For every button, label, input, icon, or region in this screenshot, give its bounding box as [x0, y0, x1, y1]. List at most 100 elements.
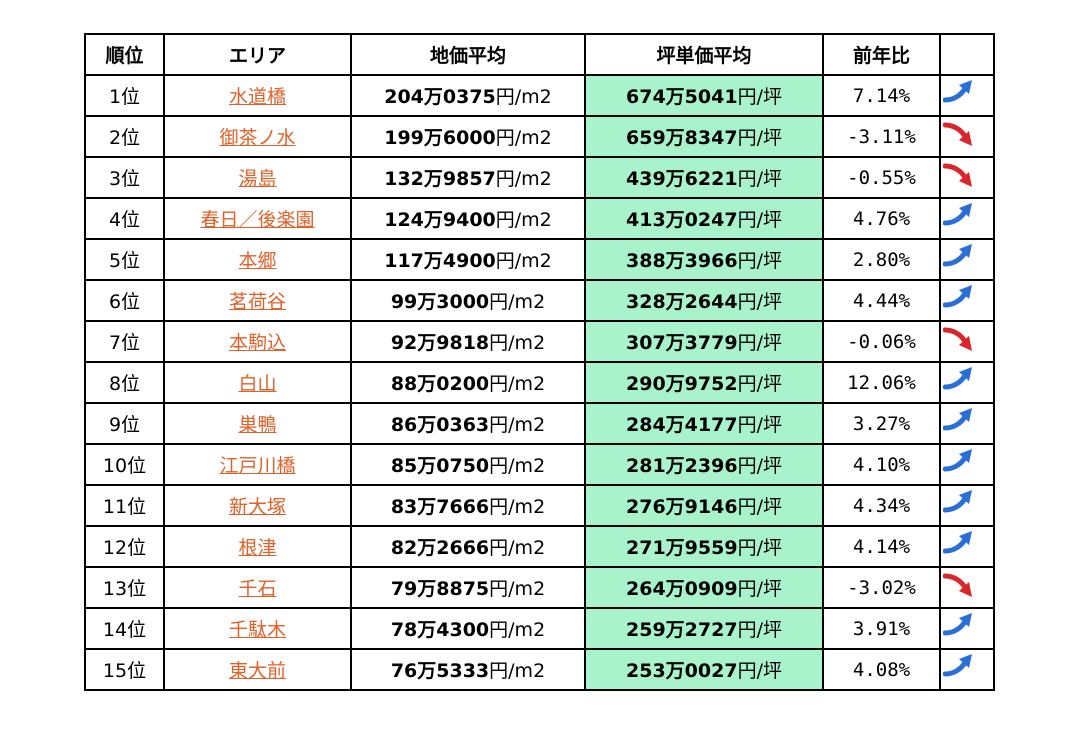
trend-cell: [939, 197, 995, 240]
area-link[interactable]: 千石: [238, 578, 277, 600]
yoy-cell: -3.11%: [822, 115, 941, 158]
land-price-cell: 204万0375円/m2: [350, 74, 586, 117]
tsubo-price-cell: 659万8347円/坪: [584, 115, 824, 158]
yoy-cell: 7.14%: [822, 74, 941, 117]
land-price-value: 83万7666: [390, 496, 490, 518]
trend-cell: [939, 566, 995, 609]
land-price-ranking-table: 順位 エリア 地価平均 坪単価平均 前年比 1位 水道橋 204万0375円/m2 6…: [84, 33, 995, 691]
land-price-unit: 円/m2: [495, 209, 552, 231]
rank-cell: 9位: [84, 402, 165, 445]
header-tsubo-price: 坪単価平均: [584, 33, 824, 76]
tsubo-price-value: 264万0909: [626, 578, 738, 600]
tsubo-price-value: 439万6221: [626, 168, 738, 190]
up-arrow-icon: [943, 408, 972, 431]
rank-cell: 6位: [84, 279, 165, 322]
area-link[interactable]: 本郷: [238, 250, 277, 272]
table-row: 5位 本郷 117万4900円/m2 388万3966円/坪 2.80%: [84, 238, 995, 281]
table-row: 2位 御茶ノ水 199万6000円/m2 659万8347円/坪 -3.11%: [84, 115, 995, 158]
table-row: 13位 千石 79万8875円/m2 264万0909円/坪 -3.02%: [84, 566, 995, 609]
land-price-cell: 76万5333円/m2: [350, 648, 586, 691]
trend-cell: [939, 484, 995, 527]
tsubo-price-value: 328万2644: [626, 291, 738, 313]
tsubo-price-cell: 253万0027円/坪: [584, 648, 824, 691]
area-link[interactable]: 新大塚: [228, 496, 286, 518]
rank-cell: 1位: [84, 74, 165, 117]
tsubo-price-cell: 388万3966円/坪: [584, 238, 824, 281]
land-price-unit: 円/m2: [495, 168, 552, 190]
area-link[interactable]: 根津: [238, 537, 277, 559]
tsubo-price-cell: 413万0247円/坪: [584, 197, 824, 240]
yoy-cell: -0.06%: [822, 320, 941, 363]
tsubo-price-unit: 円/坪: [737, 168, 782, 190]
area-link[interactable]: 巣鴨: [238, 414, 277, 436]
tsubo-price-unit: 円/坪: [737, 619, 782, 641]
land-price-value: 132万9857: [384, 168, 496, 190]
yoy-cell: -3.02%: [822, 566, 941, 609]
up-arrow-icon: [943, 531, 972, 554]
tsubo-price-unit: 円/坪: [737, 250, 782, 272]
tsubo-price-value: 659万8347: [626, 127, 738, 149]
area-link[interactable]: 本駒込: [228, 332, 286, 354]
trend-cell: [939, 115, 995, 158]
area-link[interactable]: 白山: [238, 373, 277, 395]
area-link[interactable]: 江戸川橋: [219, 455, 296, 477]
up-arrow-icon: [943, 367, 972, 390]
yoy-cell: 4.34%: [822, 484, 941, 527]
trend-cell: [939, 443, 995, 486]
land-price-value: 92万9818: [390, 332, 490, 354]
yoy-cell: 4.10%: [822, 443, 941, 486]
down-arrow-icon: [943, 163, 972, 187]
land-price-value: 82万2666: [390, 537, 490, 559]
area-link[interactable]: 茗荷谷: [228, 291, 286, 313]
rank-cell: 8位: [84, 361, 165, 404]
tsubo-price-value: 413万0247: [626, 209, 738, 231]
tsubo-price-unit: 円/坪: [737, 127, 782, 149]
trend-cell: [939, 648, 995, 691]
down-arrow-icon: [943, 122, 972, 146]
rank-cell: 10位: [84, 443, 165, 486]
area-link[interactable]: 湯島: [238, 168, 277, 190]
area-cell: 江戸川橋: [163, 443, 352, 486]
land-price-cell: 99万3000円/m2: [350, 279, 586, 322]
rank-cell: 4位: [84, 197, 165, 240]
tsubo-price-unit: 円/坪: [737, 496, 782, 518]
area-cell: 春日／後楽園: [163, 197, 352, 240]
header-yoy: 前年比: [822, 33, 941, 76]
land-price-value: 86万0363: [390, 414, 490, 436]
area-link[interactable]: 千駄木: [228, 619, 286, 641]
land-price-value: 88万0200: [390, 373, 490, 395]
rank-cell: 13位: [84, 566, 165, 609]
area-link[interactable]: 水道橋: [228, 86, 286, 108]
tsubo-price-unit: 円/坪: [737, 537, 782, 559]
trend-cell: [939, 402, 995, 445]
tsubo-price-unit: 円/坪: [737, 86, 782, 108]
land-price-unit: 円/m2: [489, 455, 546, 477]
area-link[interactable]: 春日／後楽園: [200, 209, 315, 231]
tsubo-price-value: 307万3779: [626, 332, 738, 354]
tsubo-price-unit: 円/坪: [737, 373, 782, 395]
rank-cell: 11位: [84, 484, 165, 527]
header-trend: [939, 33, 995, 76]
table-row: 11位 新大塚 83万7666円/m2 276万9146円/坪 4.34%: [84, 484, 995, 527]
tsubo-price-value: 284万4177: [626, 414, 738, 436]
area-cell: 白山: [163, 361, 352, 404]
yoy-cell: 3.91%: [822, 607, 941, 650]
land-price-cell: 83万7666円/m2: [350, 484, 586, 527]
tsubo-price-value: 388万3966: [626, 250, 738, 272]
header-area: エリア: [163, 33, 352, 76]
area-cell: 千駄木: [163, 607, 352, 650]
land-price-value: 76万5333: [390, 660, 490, 682]
trend-cell: [939, 74, 995, 117]
tsubo-price-unit: 円/坪: [737, 578, 782, 600]
up-arrow-icon: [943, 490, 972, 513]
land-price-value: 78万4300: [390, 619, 490, 641]
table-row: 12位 根津 82万2666円/m2 271万9559円/坪 4.14%: [84, 525, 995, 568]
rank-cell: 12位: [84, 525, 165, 568]
trend-cell: [939, 279, 995, 322]
tsubo-price-value: 674万5041: [626, 86, 738, 108]
land-price-cell: 92万9818円/m2: [350, 320, 586, 363]
tsubo-price-value: 253万0027: [626, 660, 738, 682]
up-arrow-icon: [943, 80, 972, 103]
area-link[interactable]: 東大前: [228, 660, 286, 682]
area-link[interactable]: 御茶ノ水: [219, 127, 296, 149]
